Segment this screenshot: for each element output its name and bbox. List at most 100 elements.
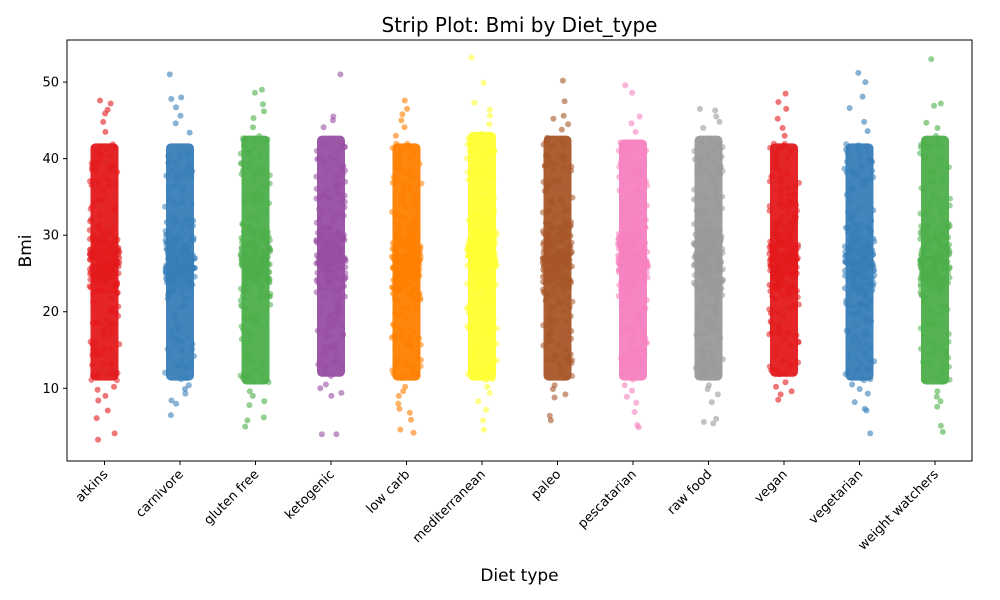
point bbox=[855, 258, 862, 265]
point bbox=[328, 392, 335, 399]
point bbox=[871, 272, 878, 279]
point bbox=[616, 266, 622, 273]
point bbox=[333, 317, 340, 324]
point bbox=[322, 381, 329, 388]
point bbox=[616, 187, 623, 194]
point bbox=[870, 207, 877, 214]
point bbox=[766, 207, 773, 214]
point bbox=[180, 270, 187, 277]
point bbox=[464, 169, 471, 176]
point bbox=[940, 231, 947, 238]
point bbox=[642, 216, 649, 223]
point bbox=[187, 163, 194, 170]
point bbox=[865, 241, 872, 248]
point bbox=[99, 241, 106, 248]
point bbox=[392, 251, 399, 258]
point bbox=[96, 151, 103, 158]
point bbox=[110, 225, 117, 232]
point bbox=[718, 258, 725, 265]
point bbox=[314, 156, 321, 163]
point bbox=[702, 167, 709, 174]
point bbox=[631, 276, 637, 283]
point bbox=[105, 274, 112, 281]
point bbox=[842, 248, 849, 255]
point bbox=[477, 265, 484, 272]
point bbox=[261, 139, 268, 146]
point bbox=[100, 328, 107, 335]
point bbox=[326, 273, 333, 280]
point bbox=[338, 362, 345, 369]
point bbox=[795, 301, 802, 308]
point bbox=[546, 206, 553, 213]
point bbox=[469, 331, 476, 338]
point bbox=[852, 367, 859, 374]
point bbox=[712, 189, 719, 196]
point bbox=[320, 141, 327, 147]
point bbox=[864, 319, 871, 326]
point bbox=[703, 314, 710, 321]
point bbox=[562, 281, 569, 288]
point bbox=[327, 153, 334, 160]
point bbox=[88, 182, 95, 189]
point bbox=[322, 327, 329, 334]
point bbox=[563, 318, 570, 324]
point bbox=[239, 255, 246, 262]
point bbox=[486, 237, 493, 243]
point bbox=[624, 279, 631, 286]
point bbox=[166, 259, 173, 266]
point bbox=[621, 238, 628, 245]
point bbox=[94, 275, 101, 282]
point bbox=[553, 258, 560, 265]
point bbox=[692, 231, 699, 238]
point bbox=[546, 308, 553, 315]
point bbox=[250, 194, 257, 201]
point bbox=[849, 285, 855, 292]
point bbox=[245, 178, 252, 185]
point bbox=[924, 326, 931, 333]
point bbox=[104, 407, 111, 414]
point bbox=[177, 225, 184, 232]
point bbox=[849, 303, 856, 309]
point bbox=[177, 289, 184, 296]
point bbox=[714, 207, 721, 214]
point bbox=[858, 275, 865, 282]
point bbox=[556, 360, 563, 367]
point bbox=[620, 222, 627, 228]
point bbox=[162, 228, 169, 234]
point bbox=[868, 217, 875, 224]
point bbox=[617, 139, 624, 146]
point bbox=[416, 335, 422, 342]
point bbox=[638, 260, 645, 267]
point bbox=[695, 272, 702, 279]
point bbox=[415, 253, 422, 260]
point bbox=[471, 99, 478, 106]
point bbox=[165, 159, 172, 166]
point bbox=[717, 266, 724, 273]
point bbox=[317, 310, 324, 317]
point bbox=[627, 140, 634, 147]
point bbox=[330, 359, 337, 366]
point bbox=[642, 335, 649, 342]
point bbox=[332, 172, 339, 179]
point bbox=[691, 148, 698, 155]
point bbox=[924, 207, 930, 214]
point bbox=[485, 290, 492, 296]
point bbox=[88, 376, 95, 383]
point bbox=[188, 173, 195, 180]
point bbox=[784, 191, 791, 198]
point bbox=[937, 100, 944, 107]
point bbox=[616, 173, 623, 180]
point bbox=[768, 367, 775, 374]
point bbox=[567, 351, 574, 358]
point bbox=[483, 253, 490, 260]
point bbox=[937, 398, 944, 405]
point bbox=[174, 200, 181, 207]
point bbox=[190, 217, 197, 224]
point bbox=[246, 388, 253, 395]
y-tick-label: 40 bbox=[42, 152, 59, 167]
point bbox=[115, 270, 122, 277]
point bbox=[786, 362, 793, 369]
point bbox=[550, 244, 557, 251]
point bbox=[96, 226, 103, 232]
point bbox=[690, 196, 697, 203]
